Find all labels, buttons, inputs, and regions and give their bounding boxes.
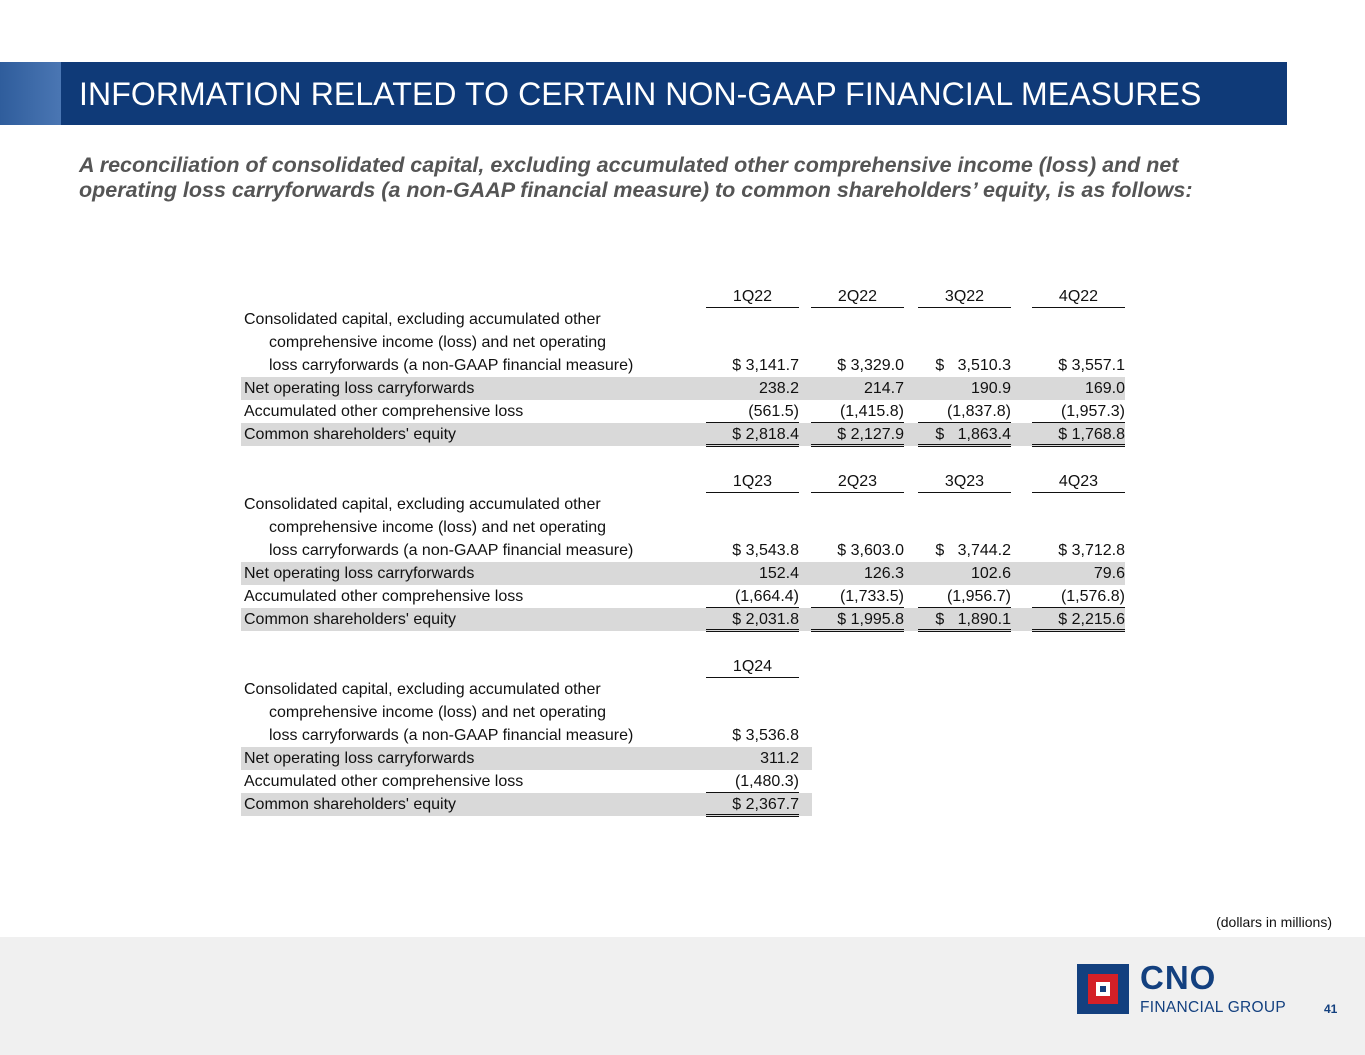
- subtitle-line-1: A reconciliation of consolidated capital…: [79, 153, 1179, 177]
- value-cell: (1,733.5): [811, 585, 904, 608]
- value-cell: $ 1,863.4: [918, 423, 1011, 447]
- header-row: 1Q22 2Q22 3Q22 4Q22: [241, 285, 1125, 308]
- equity-row: Common shareholders' equity $ 2,031.8 $ …: [241, 608, 1125, 632]
- row-label: Net operating loss carryforwards: [244, 750, 475, 767]
- value-cell: $ 3,329.0: [837, 357, 904, 374]
- equity-row: Common shareholders' equity $ 2,818.4 $ …: [241, 423, 1125, 447]
- title-accent: [0, 62, 61, 125]
- capital-row: loss carryforwards (a non-GAAP financial…: [241, 724, 812, 747]
- value-cell: $ 3,510.3: [935, 357, 1011, 374]
- value-cell: $ 1,995.8: [811, 608, 904, 632]
- cno-logo-icon: [1077, 964, 1129, 1014]
- header-row: 1Q24: [241, 655, 812, 678]
- row-label: Consolidated capital, excluding accumula…: [244, 311, 601, 328]
- value-cell: (1,956.7): [918, 585, 1011, 608]
- value-cell: 238.2: [758, 380, 799, 397]
- logo-name: CNO: [1140, 959, 1217, 996]
- value-cell: $ 2,367.7: [706, 793, 799, 817]
- value-cell: 79.6: [1093, 565, 1125, 582]
- row-label: Consolidated capital, excluding accumula…: [244, 681, 601, 698]
- period-header: 4Q23: [1032, 470, 1125, 493]
- row-label: Net operating loss carryforwards: [244, 380, 475, 397]
- capital-row-line-1: Consolidated capital, excluding accumula…: [241, 678, 812, 701]
- row-label: Accumulated other comprehensive loss: [244, 588, 524, 605]
- value-cell: 169.0: [1084, 380, 1125, 397]
- row-label: loss carryforwards (a non-GAAP financial…: [269, 357, 634, 374]
- value-cell: $ 2,818.4: [706, 423, 799, 447]
- period-header: 2Q23: [811, 470, 904, 493]
- capital-row-line-1: Consolidated capital, excluding accumula…: [241, 493, 1125, 516]
- page-number: 41: [1324, 1002, 1338, 1016]
- value-cell: 311.2: [760, 750, 799, 767]
- row-label: Accumulated other comprehensive loss: [244, 773, 524, 790]
- row-label: loss carryforwards (a non-GAAP financial…: [269, 727, 634, 744]
- capital-row-line-2: comprehensive income (loss) and net oper…: [241, 516, 1125, 539]
- row-label: comprehensive income (loss) and net oper…: [269, 519, 607, 536]
- header-row: 1Q23 2Q23 3Q23 4Q23: [241, 470, 1125, 493]
- footer-band: [0, 937, 1365, 1055]
- value-cell: $ 3,543.8: [732, 542, 799, 559]
- row-label: Net operating loss carryforwards: [244, 565, 475, 582]
- value-cell: $ 3,536.8: [732, 727, 799, 744]
- logo-subtitle: FINANCIAL GROUP: [1140, 999, 1287, 1016]
- value-cell: 152.4: [758, 565, 799, 582]
- value-cell: (1,664.4): [706, 585, 799, 608]
- value-cell: $ 2,127.9: [811, 423, 904, 447]
- row-label: Common shareholders' equity: [244, 611, 457, 628]
- row-label: Common shareholders' equity: [244, 426, 457, 443]
- value-cell: 102.6: [970, 565, 1011, 582]
- value-cell: $ 1,890.1: [918, 608, 1011, 632]
- capital-row-line-2: comprehensive income (loss) and net oper…: [241, 701, 812, 724]
- period-header: 1Q23: [706, 470, 799, 493]
- nol-row: Net operating loss carryforwards 238.2 2…: [241, 377, 1125, 400]
- period-header: 4Q22: [1032, 285, 1125, 308]
- aoci-row: Accumulated other comprehensive loss (1,…: [241, 770, 812, 793]
- period-header: 1Q24: [706, 655, 799, 678]
- nol-row: Net operating loss carryforwards 152.4 1…: [241, 562, 1125, 585]
- capital-row: loss carryforwards (a non-GAAP financial…: [241, 539, 1125, 562]
- row-label: Accumulated other comprehensive loss: [244, 403, 524, 420]
- period-header: 3Q23: [918, 470, 1011, 493]
- row-label: loss carryforwards (a non-GAAP financial…: [269, 542, 634, 559]
- aoci-row: Accumulated other comprehensive loss (1,…: [241, 585, 1125, 608]
- units-note: (dollars in millions): [1216, 914, 1332, 930]
- value-cell: (561.5): [706, 400, 799, 423]
- title-bar: INFORMATION RELATED TO CERTAIN NON-GAAP …: [0, 62, 1287, 125]
- capital-row-line-1: Consolidated capital, excluding accumula…: [241, 308, 1125, 331]
- value-cell: (1,480.3): [706, 770, 799, 793]
- row-label: Consolidated capital, excluding accumula…: [244, 496, 601, 513]
- subtitle-line-2: operating loss carryforwards (a non-GAAP…: [79, 178, 1193, 202]
- value-cell: 190.9: [970, 380, 1011, 397]
- value-cell: $ 2,031.8: [706, 608, 799, 632]
- value-cell: (1,837.8): [918, 400, 1011, 423]
- value-cell: $ 1,768.8: [1032, 423, 1125, 447]
- value-cell: $ 3,744.2: [935, 542, 1011, 559]
- period-header: 3Q22: [918, 285, 1011, 308]
- page-title: INFORMATION RELATED TO CERTAIN NON-GAAP …: [79, 76, 1202, 112]
- value-cell: $ 3,712.8: [1058, 542, 1125, 559]
- period-header: 1Q22: [706, 285, 799, 308]
- capital-row-line-2: comprehensive income (loss) and net oper…: [241, 331, 1125, 354]
- value-cell: (1,415.8): [811, 400, 904, 423]
- nol-row: Net operating loss carryforwards 311.2: [241, 747, 812, 770]
- value-cell: 126.3: [863, 565, 904, 582]
- value-cell: $ 3,557.1: [1058, 357, 1125, 374]
- row-label: Common shareholders' equity: [244, 796, 457, 813]
- equity-row: Common shareholders' equity $ 2,367.7: [241, 793, 812, 817]
- period-header: 2Q22: [811, 285, 904, 308]
- value-cell: (1,576.8): [1032, 585, 1125, 608]
- aoci-row: Accumulated other comprehensive loss (56…: [241, 400, 1125, 423]
- row-label: comprehensive income (loss) and net oper…: [269, 334, 607, 351]
- row-label: comprehensive income (loss) and net oper…: [269, 704, 607, 721]
- value-cell: $ 3,141.7: [732, 357, 799, 374]
- value-cell: $ 2,215.6: [1032, 608, 1125, 632]
- value-cell: (1,957.3): [1032, 400, 1125, 423]
- subtitle: A reconciliation of consolidated capital…: [79, 153, 1279, 203]
- value-cell: 214.7: [863, 380, 904, 397]
- capital-row: loss carryforwards (a non-GAAP financial…: [241, 354, 1125, 377]
- value-cell: $ 3,603.0: [837, 542, 904, 559]
